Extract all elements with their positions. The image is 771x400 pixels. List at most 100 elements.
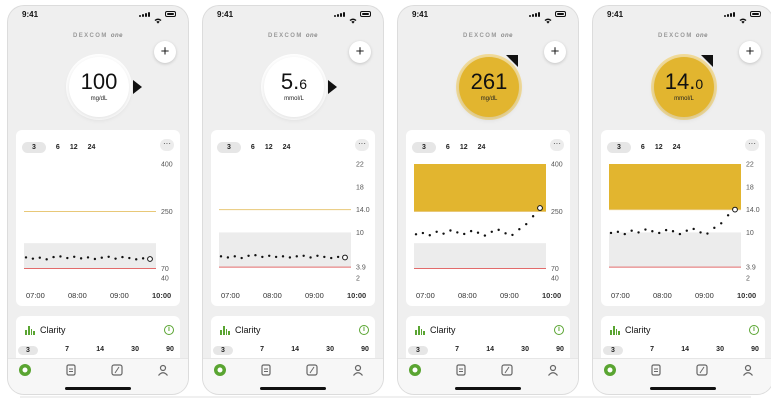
info-icon[interactable]: i [164, 325, 174, 335]
info-icon[interactable]: i [359, 325, 369, 335]
bottom-navigation [8, 358, 188, 394]
profile-tab-icon[interactable] [546, 363, 560, 377]
glucose-point [651, 230, 654, 233]
recent-range-band [609, 232, 741, 268]
clarity-range-30[interactable]: 30 [131, 346, 139, 353]
reading-circle[interactable]: 5.6 mmol/L [264, 57, 324, 117]
range-option-24[interactable]: 24 [87, 144, 96, 151]
y-tick-label: 2 [746, 276, 750, 283]
profile-tab-icon[interactable] [351, 363, 365, 377]
x-tick-label: 08:00 [263, 291, 282, 300]
clarity-card[interactable]: Clarity i 3 7 14 30 90 [16, 316, 180, 362]
more-options-button[interactable]: ··· [745, 139, 759, 151]
range-option-24[interactable]: 24 [672, 144, 681, 151]
clarity-range-14[interactable]: 14 [291, 346, 299, 353]
clarity-range-3[interactable]: 3 [213, 346, 233, 355]
clarity-range-14[interactable]: 14 [681, 346, 689, 353]
clarity-range-90[interactable]: 90 [751, 346, 759, 353]
info-icon[interactable]: i [749, 325, 759, 335]
glucose-point [135, 258, 138, 261]
range-option-24[interactable]: 24 [477, 144, 486, 151]
range-option-12[interactable]: 12 [459, 144, 468, 151]
range-option-3[interactable]: 3 [22, 142, 46, 153]
reading-circle[interactable]: 100 mg/dL [69, 57, 129, 117]
glucose-point [664, 228, 668, 232]
clarity-chart-icon [220, 326, 230, 335]
more-options-button[interactable]: ··· [160, 139, 174, 151]
reading-value-decimal: 0 [695, 76, 704, 92]
clarity-range-90[interactable]: 90 [166, 346, 174, 353]
glucose-tab-icon[interactable] [213, 363, 227, 377]
reading-unit: mg/dL [90, 96, 108, 102]
clarity-range-7[interactable]: 7 [260, 346, 264, 353]
clarity-range-7[interactable]: 7 [455, 346, 459, 353]
profile-tab-icon[interactable] [156, 363, 170, 377]
events-tab-icon[interactable] [64, 363, 78, 377]
glucose-point [141, 257, 145, 260]
glucose-point [720, 222, 723, 225]
clarity-range-30[interactable]: 30 [521, 346, 529, 353]
range-option-6[interactable]: 6 [55, 144, 60, 151]
range-option-6[interactable]: 6 [640, 144, 645, 151]
clarity-card[interactable]: Clarity i 3 7 14 30 90 [406, 316, 570, 362]
add-button[interactable]: + [154, 41, 176, 63]
x-tick-label: 07:00 [611, 291, 630, 300]
brand-suffix: one [110, 33, 123, 39]
reading-circle[interactable]: 261 mg/dL [459, 57, 519, 117]
clarity-range-30[interactable]: 30 [326, 346, 334, 353]
x-tick-label: 09:00 [305, 291, 324, 300]
clarity-range-90[interactable]: 90 [361, 346, 369, 353]
clarity-range-7[interactable]: 7 [65, 346, 69, 353]
profile-tab-icon[interactable] [741, 363, 755, 377]
clarity-range-3[interactable]: 3 [18, 346, 38, 355]
add-button[interactable]: + [349, 41, 371, 63]
status-icons [724, 11, 761, 24]
glucose-point [616, 230, 620, 234]
range-option-12[interactable]: 12 [654, 144, 663, 151]
more-options-button[interactable]: ··· [355, 139, 369, 151]
reading-circle[interactable]: 14.0 mmol/L [654, 57, 714, 117]
clarity-range-3[interactable]: 3 [603, 346, 623, 355]
range-option-6[interactable]: 6 [250, 144, 255, 151]
more-options-button[interactable]: ··· [550, 139, 564, 151]
reading-value: 14.0 [654, 71, 714, 95]
range-option-3[interactable]: 3 [217, 142, 241, 153]
glucose-chart-card: 3 6 12 24 ··· 400 250 70 40 07:00 08:00 09:00 10:00 [16, 130, 180, 306]
glucose-tab-icon[interactable] [603, 363, 617, 377]
clarity-title: Clarity [235, 325, 261, 335]
add-button[interactable]: + [739, 41, 761, 63]
events-tab-icon[interactable] [259, 363, 273, 377]
glucose-point [442, 232, 445, 235]
info-icon[interactable]: i [554, 325, 564, 335]
glucose-point [24, 256, 28, 259]
events-tab-icon[interactable] [649, 363, 663, 377]
clarity-range-30[interactable]: 30 [716, 346, 724, 353]
range-option-3[interactable]: 3 [607, 142, 631, 153]
glucose-tab-icon[interactable] [18, 363, 32, 377]
clarity-range-7[interactable]: 7 [650, 346, 654, 353]
clarity-range-90[interactable]: 90 [556, 346, 564, 353]
reports-tab-icon[interactable] [500, 363, 514, 377]
range-option-12[interactable]: 12 [264, 144, 273, 151]
clarity-range-14[interactable]: 14 [96, 346, 104, 353]
glucose-point [226, 256, 230, 259]
x-tick-label: 08:00 [68, 291, 87, 300]
clarity-range-3[interactable]: 3 [408, 346, 428, 355]
clarity-card[interactable]: Clarity i 3 7 14 30 90 [211, 316, 375, 362]
reports-tab-icon[interactable] [695, 363, 709, 377]
reports-tab-icon[interactable] [305, 363, 319, 377]
add-button[interactable]: + [544, 41, 566, 63]
range-option-6[interactable]: 6 [445, 144, 450, 151]
clarity-range-14[interactable]: 14 [486, 346, 494, 353]
glucose-point [323, 255, 326, 259]
brand-name: DEXCOM [268, 33, 303, 39]
range-option-24[interactable]: 24 [282, 144, 291, 151]
glucose-tab-icon[interactable] [408, 363, 422, 377]
range-option-12[interactable]: 12 [69, 144, 78, 151]
reading-value-main: 100 [80, 69, 118, 94]
reports-tab-icon[interactable] [110, 363, 124, 377]
clarity-card[interactable]: Clarity i 3 7 14 30 90 [601, 316, 765, 362]
events-tab-icon[interactable] [454, 363, 468, 377]
glucose-point [295, 255, 298, 258]
range-option-3[interactable]: 3 [412, 142, 436, 153]
